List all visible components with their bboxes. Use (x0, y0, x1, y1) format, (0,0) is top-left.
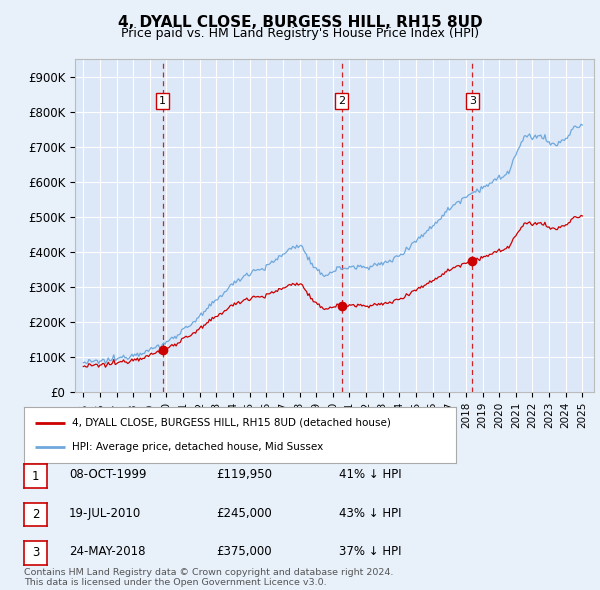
Text: 4, DYALL CLOSE, BURGESS HILL, RH15 8UD (detached house): 4, DYALL CLOSE, BURGESS HILL, RH15 8UD (… (71, 418, 391, 428)
Text: 1: 1 (159, 96, 166, 106)
Text: 2: 2 (32, 508, 39, 521)
Text: £245,000: £245,000 (216, 507, 272, 520)
Text: 43% ↓ HPI: 43% ↓ HPI (339, 507, 401, 520)
Text: 24-MAY-2018: 24-MAY-2018 (69, 545, 146, 558)
Text: 08-OCT-1999: 08-OCT-1999 (69, 468, 146, 481)
Text: 1: 1 (32, 470, 39, 483)
Text: HPI: Average price, detached house, Mid Sussex: HPI: Average price, detached house, Mid … (71, 442, 323, 453)
Text: Price paid vs. HM Land Registry's House Price Index (HPI): Price paid vs. HM Land Registry's House … (121, 27, 479, 40)
Text: 37% ↓ HPI: 37% ↓ HPI (339, 545, 401, 558)
Text: 19-JUL-2010: 19-JUL-2010 (69, 507, 141, 520)
Text: 3: 3 (469, 96, 476, 106)
Text: 41% ↓ HPI: 41% ↓ HPI (339, 468, 401, 481)
Text: 3: 3 (32, 546, 39, 559)
Text: Contains HM Land Registry data © Crown copyright and database right 2024.
This d: Contains HM Land Registry data © Crown c… (24, 568, 394, 587)
Text: £375,000: £375,000 (216, 545, 272, 558)
Text: £119,950: £119,950 (216, 468, 272, 481)
Text: 2: 2 (338, 96, 346, 106)
Text: 4, DYALL CLOSE, BURGESS HILL, RH15 8UD: 4, DYALL CLOSE, BURGESS HILL, RH15 8UD (118, 15, 482, 30)
